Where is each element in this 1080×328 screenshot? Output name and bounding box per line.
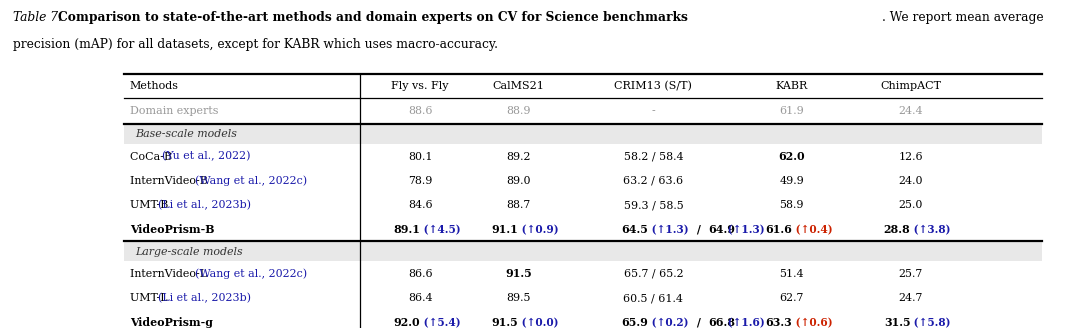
Text: (↑1.3): (↑1.3) xyxy=(648,224,689,235)
Text: -: - xyxy=(651,106,656,116)
Text: 49.9: 49.9 xyxy=(780,176,804,186)
Text: (↑0.9): (↑0.9) xyxy=(518,224,559,235)
Text: Domain experts: Domain experts xyxy=(130,106,218,116)
Text: Methods: Methods xyxy=(130,81,178,92)
Text: 91.5: 91.5 xyxy=(491,317,518,328)
Text: 58.9: 58.9 xyxy=(780,200,804,210)
Text: (Li et al., 2023b): (Li et al., 2023b) xyxy=(158,293,251,303)
Text: 25.0: 25.0 xyxy=(899,200,922,210)
Text: 86.4: 86.4 xyxy=(408,293,432,303)
Text: 61.9: 61.9 xyxy=(780,106,804,116)
Text: 58.2 / 58.4: 58.2 / 58.4 xyxy=(623,152,684,161)
Text: 63.2 / 63.6: 63.2 / 63.6 xyxy=(623,176,684,186)
Text: 61.6: 61.6 xyxy=(765,224,792,235)
Text: 89.0: 89.0 xyxy=(507,176,530,186)
Text: 91.1: 91.1 xyxy=(491,224,518,235)
Text: (↑5.4): (↑5.4) xyxy=(420,317,461,328)
Text: Fly vs. Fly: Fly vs. Fly xyxy=(391,81,449,92)
Text: (Li et al., 2023b): (Li et al., 2023b) xyxy=(158,200,251,210)
Text: 89.2: 89.2 xyxy=(507,152,530,161)
Text: (↑0.2): (↑0.2) xyxy=(648,317,689,328)
Text: 80.1: 80.1 xyxy=(408,152,432,161)
Text: CoCa-B: CoCa-B xyxy=(130,152,175,161)
Text: 65.9: 65.9 xyxy=(621,317,648,328)
Text: /: / xyxy=(693,317,705,328)
Text: (↑3.8): (↑3.8) xyxy=(910,224,950,235)
Text: Table 7.: Table 7. xyxy=(13,11,66,25)
Text: 62.7: 62.7 xyxy=(780,293,804,303)
Text: 92.0: 92.0 xyxy=(393,317,420,328)
Text: 88.7: 88.7 xyxy=(507,200,530,210)
Text: 60.5 / 61.4: 60.5 / 61.4 xyxy=(623,293,684,303)
Text: VideoPrism-B: VideoPrism-B xyxy=(130,224,214,235)
Text: 31.5: 31.5 xyxy=(883,317,910,328)
Text: 59.3 / 58.5: 59.3 / 58.5 xyxy=(623,200,684,210)
Text: CalMS21: CalMS21 xyxy=(492,81,544,92)
Text: (↑0.0): (↑0.0) xyxy=(518,317,559,328)
Text: /: / xyxy=(693,224,705,235)
Text: Large-scale models: Large-scale models xyxy=(135,247,243,256)
Text: (↑5.8): (↑5.8) xyxy=(910,317,950,328)
Text: KABR: KABR xyxy=(775,81,808,92)
Text: 64.9: 64.9 xyxy=(708,224,735,235)
Text: CRIM13 (S/T): CRIM13 (S/T) xyxy=(615,81,692,92)
Text: 24.4: 24.4 xyxy=(899,106,922,116)
Text: precision (mAP) for all datasets, except for KABR which uses macro-accuracy.: precision (mAP) for all datasets, except… xyxy=(13,38,498,51)
Text: 65.7 / 65.2: 65.7 / 65.2 xyxy=(623,269,684,279)
Text: 51.4: 51.4 xyxy=(780,269,804,279)
Text: 91.5: 91.5 xyxy=(505,268,531,279)
Text: 88.6: 88.6 xyxy=(408,106,432,116)
Text: 84.6: 84.6 xyxy=(408,200,432,210)
Text: InternVideo-L: InternVideo-L xyxy=(130,269,211,279)
Text: 24.0: 24.0 xyxy=(899,176,922,186)
Text: 28.8: 28.8 xyxy=(883,224,910,235)
Text: (Wang et al., 2022c): (Wang et al., 2022c) xyxy=(195,269,308,279)
Text: (Yu et al., 2022): (Yu et al., 2022) xyxy=(162,151,251,162)
Text: 12.6: 12.6 xyxy=(899,152,922,161)
Text: (↑4.5): (↑4.5) xyxy=(420,224,461,235)
Text: VideoPrism-g: VideoPrism-g xyxy=(130,317,213,328)
Text: 89.1: 89.1 xyxy=(393,224,420,235)
Text: 86.6: 86.6 xyxy=(408,269,432,279)
Text: 25.7: 25.7 xyxy=(899,269,922,279)
Text: (↑1.3): (↑1.3) xyxy=(724,224,765,235)
Text: 24.7: 24.7 xyxy=(899,293,922,303)
Text: 62.0: 62.0 xyxy=(779,151,805,162)
Text: 88.9: 88.9 xyxy=(507,106,530,116)
Text: (↑1.6): (↑1.6) xyxy=(724,317,765,328)
Text: Base-scale models: Base-scale models xyxy=(135,129,237,139)
Text: ChimpACT: ChimpACT xyxy=(880,81,941,92)
Text: 89.5: 89.5 xyxy=(507,293,530,303)
Text: UMT-B: UMT-B xyxy=(130,200,172,210)
Text: . We report mean average: . We report mean average xyxy=(882,11,1044,25)
Text: Comparison to state-of-the-art methods and domain experts on CV for Science benc: Comparison to state-of-the-art methods a… xyxy=(58,11,688,25)
Text: 64.5: 64.5 xyxy=(621,224,648,235)
Text: 78.9: 78.9 xyxy=(408,176,432,186)
Text: InternVideo-B: InternVideo-B xyxy=(130,176,211,186)
Text: 63.3: 63.3 xyxy=(765,317,792,328)
Text: UMT-L: UMT-L xyxy=(130,293,171,303)
Text: (Wang et al., 2022c): (Wang et al., 2022c) xyxy=(195,175,308,186)
Text: 66.8: 66.8 xyxy=(708,317,735,328)
Text: (↑0.4): (↑0.4) xyxy=(792,224,833,235)
Text: (↑0.6): (↑0.6) xyxy=(792,317,833,328)
